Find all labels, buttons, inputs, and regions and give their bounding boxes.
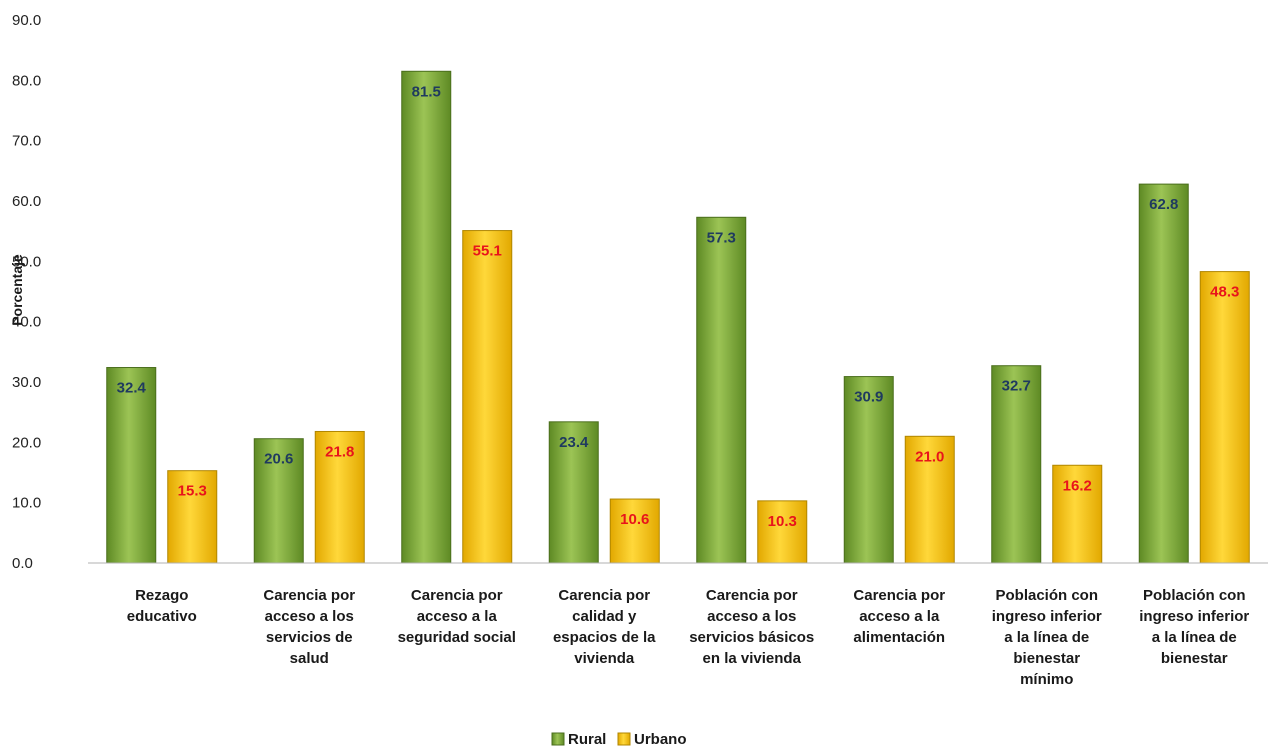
y-axis-label: Porcentaje — [9, 254, 25, 326]
y-tick-label: 10.0 — [12, 495, 41, 512]
legend-label-rural: Rural — [568, 731, 606, 747]
x-tick-label-line: salud — [290, 650, 329, 667]
x-tick-label-line: Carencia por — [263, 587, 355, 604]
x-tick-label-line: espacios de la — [553, 629, 656, 646]
x-tick-label-line: en la vivienda — [703, 650, 802, 667]
x-tick-label-line: bienestar — [1161, 650, 1228, 667]
data-label-urbano: 48.3 — [1210, 284, 1239, 301]
bar-urbano — [167, 470, 218, 564]
data-label-urbano: 21.0 — [915, 448, 944, 465]
x-tick-label-line: educativo — [127, 608, 197, 625]
x-tick-label-line: calidad y — [572, 608, 637, 625]
x-tick-label-line: Rezago — [135, 587, 188, 604]
x-tick-label-line: a la línea de — [1152, 629, 1237, 646]
bar-rural — [1138, 183, 1189, 564]
bar-urbano — [609, 498, 660, 564]
x-tick-label-line: acceso a los — [707, 608, 796, 625]
data-label-rural: 20.6 — [264, 451, 293, 468]
bar-urbano — [757, 500, 808, 564]
y-tick-label: 50.0 — [12, 253, 41, 270]
legend-swatch-urbano — [617, 732, 631, 746]
y-tick-label: 80.0 — [12, 72, 41, 89]
x-tick-label: Carencia por acceso a la seguridad social — [398, 587, 516, 646]
data-label-urbano: 15.3 — [178, 483, 207, 500]
x-tick-label-line: seguridad social — [398, 629, 516, 646]
x-tick-label: Población con ingreso inferior a la línea … — [1139, 587, 1249, 667]
x-axis: Rezago educativo Carencia por acceso a los s… — [88, 562, 1268, 688]
legend-swatch-rural — [551, 732, 565, 746]
bar-urbano — [904, 435, 955, 564]
data-label-urbano: 21.8 — [325, 443, 354, 460]
x-tick-label-line: a la línea de — [1004, 629, 1089, 646]
x-tick-label: Población con ingreso inferior a la línea … — [992, 587, 1102, 688]
data-label-rural: 81.5 — [412, 83, 441, 100]
x-tick-label-line: Población con — [1143, 587, 1246, 604]
x-tick-label-line: acceso a la — [859, 608, 940, 625]
x-tick-label-line: acceso a la — [417, 608, 498, 625]
data-label-rural: 57.3 — [707, 229, 736, 246]
x-tick-label-line: mínimo — [1020, 671, 1073, 688]
y-tick-label: 70.0 — [12, 133, 41, 150]
x-tick-label-line: ingreso inferior — [1139, 608, 1249, 625]
x-tick-label-line: Carencia por — [558, 587, 650, 604]
x-tick-label: Carencia por acceso a los servicios de salu… — [263, 587, 355, 667]
x-tick-label: Carencia por acceso a los servicios básico… — [689, 587, 814, 667]
legend-label-urbano: Urbano — [634, 731, 687, 747]
data-label-rural: 30.9 — [854, 389, 883, 406]
bar-urbano — [462, 230, 513, 564]
data-label-urbano: 10.3 — [768, 513, 797, 530]
data-label-rural: 62.8 — [1149, 196, 1178, 213]
x-tick-label-line: ingreso inferior — [992, 608, 1102, 625]
y-axis: 0.0 10.0 20.0 30.0 40.0 50.0 60.0 70.0 80.0 90.0 — [12, 12, 41, 572]
data-labels: 32.4 15.3 20.6 21.8 81.5 55.1 23.4 10.6 57.3 10.3… — [117, 83, 1240, 530]
x-tick-label-line: servicios de — [266, 629, 353, 646]
data-label-urbano: 10.6 — [620, 511, 649, 528]
y-tick-label: 40.0 — [12, 314, 41, 331]
y-tick-label: 0.0 — [12, 555, 33, 572]
bar-urbano — [1052, 464, 1103, 564]
x-tick-label-line: alimentación — [853, 629, 945, 646]
bar-rural — [401, 70, 452, 564]
x-tick-label-line: Carencia por — [411, 587, 503, 604]
bar-rural — [696, 216, 747, 564]
data-label-urbano: 55.1 — [473, 243, 502, 260]
legend: Rural Urbano — [551, 731, 687, 747]
x-tick-label: Rezago educativo — [127, 587, 197, 625]
x-tick-label-line: bienestar — [1013, 650, 1080, 667]
data-label-rural: 32.4 — [117, 380, 147, 397]
y-tick-label: 60.0 — [12, 193, 41, 210]
bar-urbano — [314, 430, 365, 564]
x-tick-label: Carencia por acceso a la alimentación — [853, 587, 945, 646]
bar-rural — [106, 367, 157, 564]
y-tick-label: 20.0 — [12, 434, 41, 451]
data-label-rural: 32.7 — [1002, 378, 1031, 395]
x-tick-label-line: Carencia por — [853, 587, 945, 604]
bar-rural — [991, 365, 1042, 564]
bar-urbano — [1199, 271, 1250, 564]
x-tick-label-line: Población con — [995, 587, 1098, 604]
y-tick-label: 90.0 — [12, 12, 41, 29]
x-tick-label-line: acceso a los — [265, 608, 354, 625]
data-label-rural: 23.4 — [559, 434, 589, 451]
bars — [106, 70, 1250, 564]
y-tick-label: 30.0 — [12, 374, 41, 391]
x-tick-label-line: Carencia por — [706, 587, 798, 604]
bar-rural — [253, 438, 304, 564]
x-tick-label-line: vivienda — [574, 650, 635, 667]
x-tick-label: Carencia por calidad y espacios de la vivie… — [553, 587, 656, 667]
x-tick-label-line: servicios básicos — [689, 629, 814, 646]
data-label-urbano: 16.2 — [1063, 477, 1092, 494]
